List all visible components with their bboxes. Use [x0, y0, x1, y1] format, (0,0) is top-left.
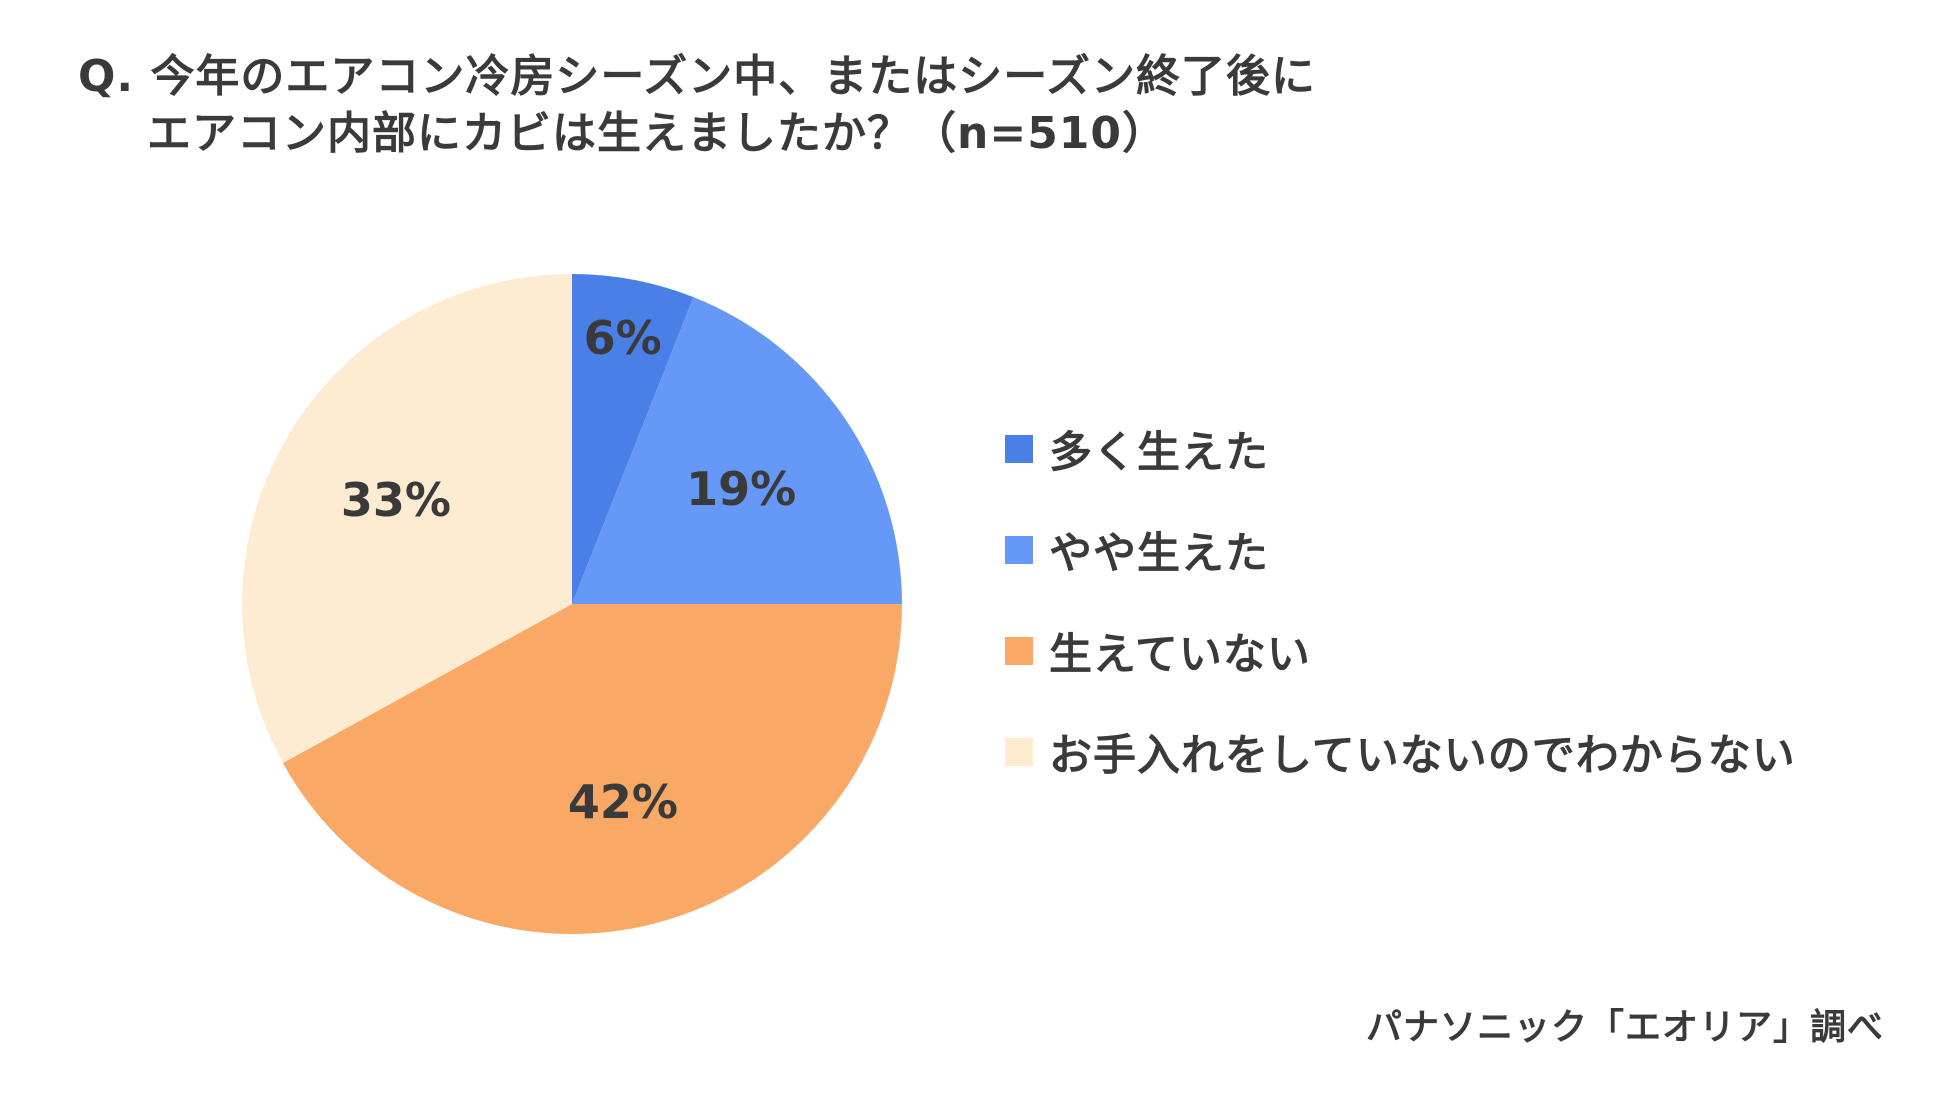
- legend-item-1: 多く生えた: [1005, 398, 1796, 499]
- pie-slices: [242, 274, 902, 935]
- pie-value-label-1: 6%: [584, 311, 662, 365]
- legend-item-3: 生えていない: [1005, 600, 1796, 701]
- legend-swatch-2: [1005, 535, 1033, 564]
- pie-slice-2: [572, 297, 902, 604]
- legend-label-2: やや生えた: [1049, 528, 1269, 579]
- chart-title-line2: エアコン内部にカビは生えましたか？（n=510）: [147, 108, 1168, 159]
- chart-title: Q. 今年のエアコン冷房シーズン中、またはシーズン終了後に エアコン内部にカビは…: [78, 48, 1316, 162]
- pie-labels: 6% 19% 42% 33%: [341, 311, 796, 829]
- pie-value-label-2: 19%: [686, 462, 796, 516]
- legend-swatch-3: [1005, 636, 1033, 665]
- legend-swatch-1: [1005, 434, 1033, 463]
- pie-slice-4: [242, 274, 572, 763]
- legend: 多く生えたやや生えた生えていないお手入れをしていないのでわからない: [1005, 398, 1796, 802]
- chart-title-line1: Q. 今年のエアコン冷房シーズン中、またはシーズン終了後に: [78, 51, 1317, 102]
- pie-value-label-3: 42%: [568, 775, 678, 829]
- legend-item-2: やや生えた: [1005, 499, 1796, 600]
- source-credit: パナソニック「エオリア」調べ: [1365, 1007, 1884, 1048]
- pie-value-label-4: 33%: [341, 473, 451, 527]
- legend-label-1: 多く生えた: [1049, 427, 1269, 478]
- pie-slice-1: [572, 274, 694, 604]
- legend-item-4: お手入れをしていないのでわからない: [1005, 701, 1796, 802]
- legend-swatch-4: [1005, 737, 1033, 766]
- legend-label-3: 生えていない: [1049, 629, 1311, 680]
- legend-label-4: お手入れをしていないのでわからない: [1049, 730, 1796, 781]
- pie-slice-3: [282, 604, 902, 935]
